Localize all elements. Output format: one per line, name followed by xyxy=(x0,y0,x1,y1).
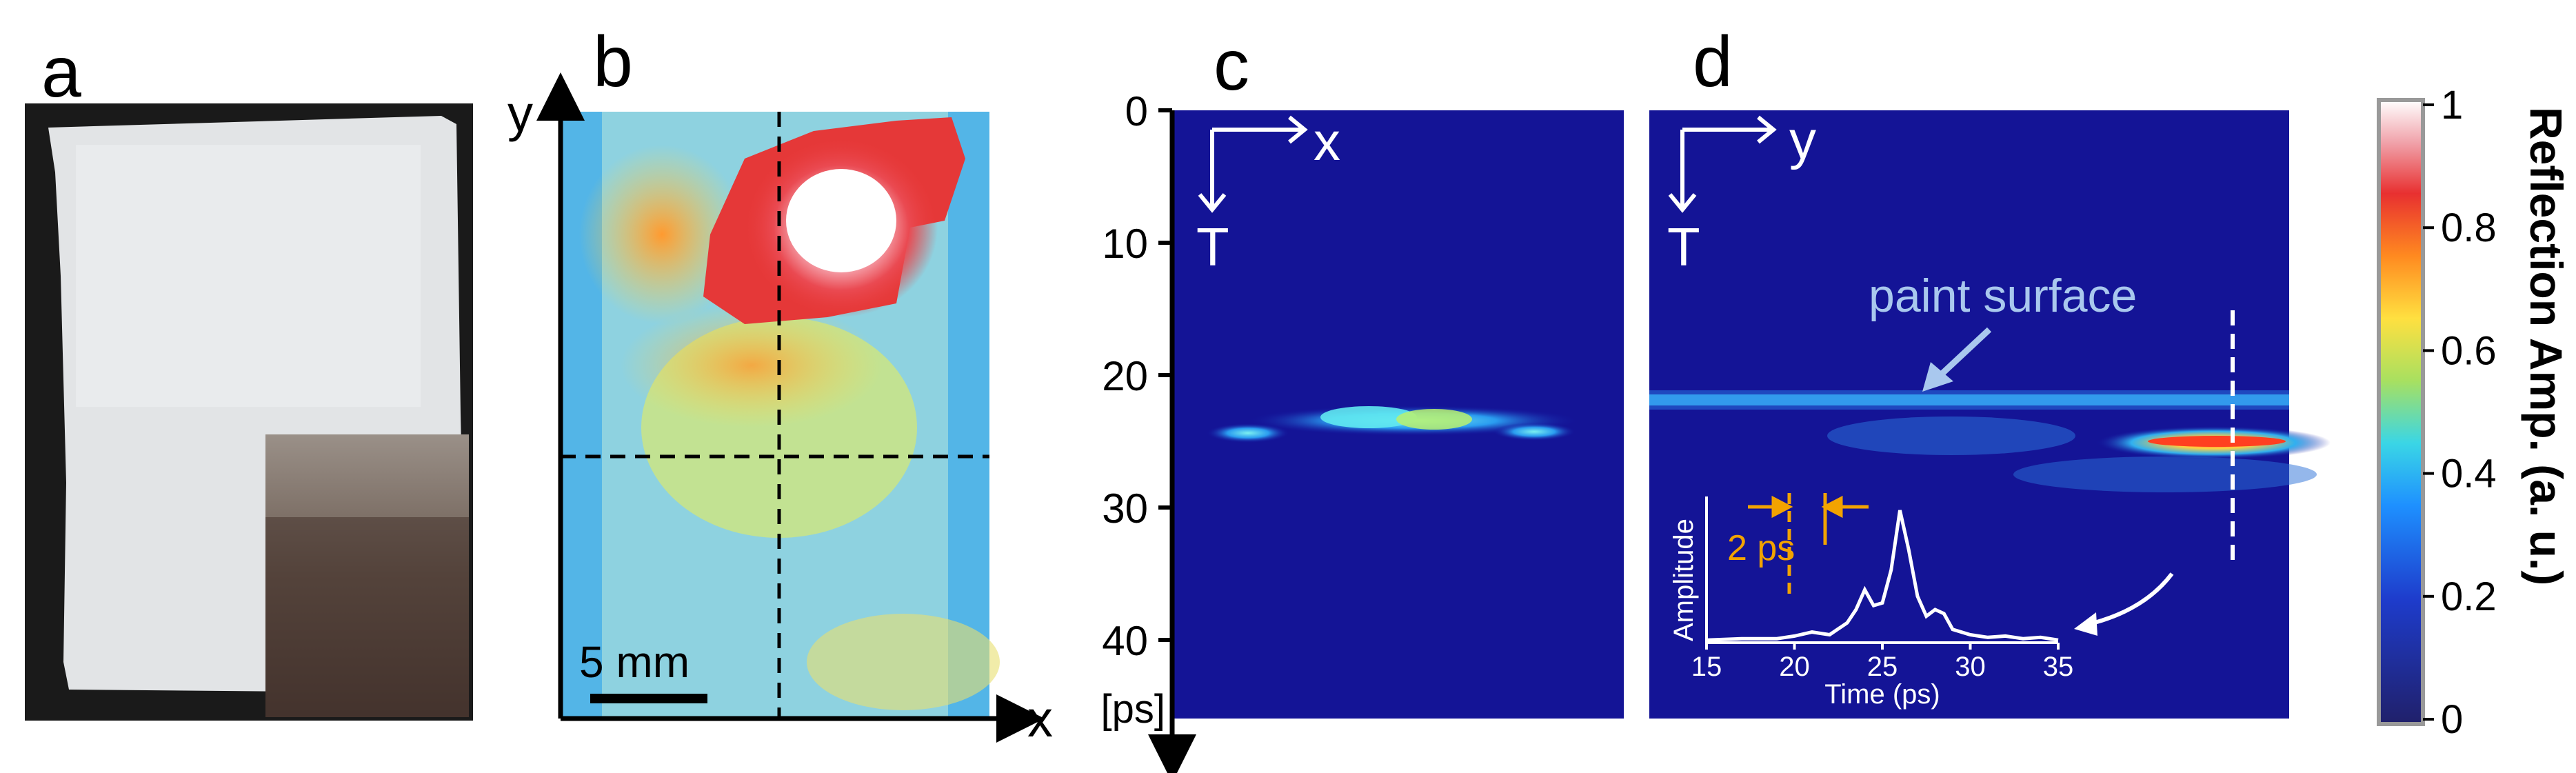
b-scale-bar-label: 5 mm xyxy=(579,637,690,687)
panel-b: b y x 5 mm xyxy=(507,22,1053,747)
colorbar-tick-label: 0.6 xyxy=(2441,328,2497,373)
c-axis-x-label: x xyxy=(1314,111,1340,172)
colorbar-ticks: 1 0.8 0.6 0.4 0.2 0 xyxy=(2423,83,2497,742)
d-strong-core xyxy=(2148,436,2286,447)
b-mid-warm xyxy=(621,303,883,428)
panel-d-label: d xyxy=(1693,22,1733,102)
rusted-inset-texture xyxy=(265,517,469,717)
time-tick-10: 10 xyxy=(1102,221,1148,267)
c-blob-1 xyxy=(1207,423,1289,443)
time-tick-0: 0 xyxy=(1125,88,1148,134)
panel-a-label: a xyxy=(41,32,81,112)
d-heatmap xyxy=(1649,110,2289,719)
b-left-warm xyxy=(579,145,745,324)
colorbar-label: Reflection Amp. (a. u.) xyxy=(2521,107,2572,585)
d-axis-y-label: y xyxy=(1789,110,1816,170)
trace-pointer-arrow xyxy=(2074,572,2174,636)
colorbar-tick-label: 0.4 xyxy=(2441,452,2497,496)
paint-surface-arrow xyxy=(1922,327,1992,392)
d-axis-t-label: T xyxy=(1667,217,1700,277)
inset-annotation: 2 ps xyxy=(1727,528,1795,568)
colorbar-tick-label: 0 xyxy=(2441,697,2463,742)
inset-xtick-label: 20 xyxy=(1779,652,1810,682)
panel-c-label: c xyxy=(1214,26,1249,106)
colorbar: 1 0.8 0.6 0.4 0.2 0 Reflection Amp. (a. u.) xyxy=(2377,83,2572,742)
panel-b-label: b xyxy=(593,22,633,102)
sample-highlight xyxy=(76,145,421,407)
panel-a: a xyxy=(25,32,473,721)
inset-ylabel: Amplitude xyxy=(1669,519,1699,641)
inset-xtick-label: 25 xyxy=(1867,652,1898,682)
c-orientation-axes xyxy=(1198,115,1308,213)
colorbar-gradient xyxy=(2377,98,2425,726)
b-hot-core xyxy=(786,169,896,272)
time-tick-40: 40 xyxy=(1102,618,1148,664)
inset-trace-plot: 15 20 25 30 35 Amplitude Time (ps) 2 ps xyxy=(1669,493,2073,710)
b-lower-warm xyxy=(807,614,1000,710)
time-axis: 0 10 20 30 40 [ps] xyxy=(1101,88,1196,773)
b-scale-bar xyxy=(590,694,707,703)
d-orientation-axes xyxy=(1668,115,1777,213)
panel-c: c x T xyxy=(1172,26,1624,719)
inset-xtick-label: 15 xyxy=(1691,652,1722,682)
b-axis-x-label: x xyxy=(1027,690,1053,747)
inset-xlabel: Time (ps) xyxy=(1824,679,1940,710)
d-diffuse-2 xyxy=(2013,456,2317,492)
c-blob-3 xyxy=(1396,409,1472,430)
b-right-edge xyxy=(948,112,989,719)
colorbar-tick-label: 1 xyxy=(2441,83,2463,128)
inset-trace-line xyxy=(1706,510,2059,642)
c-blob-2 xyxy=(1320,406,1417,428)
inset-xtick-label: 35 xyxy=(2043,652,2074,682)
c-axis-t-label: T xyxy=(1196,217,1229,277)
inset-width-arrows xyxy=(1748,495,1869,519)
c-blob-4 xyxy=(1493,423,1576,441)
d-surface-glow xyxy=(1649,390,2289,410)
panel-d: d y T paint surface 15 20 25 30 35 xyxy=(1649,22,2331,719)
colorbar-tick-label: 0.2 xyxy=(2441,574,2497,619)
time-tick-20: 20 xyxy=(1102,353,1148,399)
paint-surface-annotation: paint surface xyxy=(1869,270,2137,322)
colorbar-tick-label: 0.8 xyxy=(2441,205,2497,250)
time-tick-30: 30 xyxy=(1102,485,1148,532)
d-diffuse-1 xyxy=(1827,416,2075,455)
time-unit: [ps] xyxy=(1101,687,1166,732)
inset-xtick-label: 30 xyxy=(1955,652,1986,682)
b-axis-y-label: y xyxy=(507,85,533,142)
